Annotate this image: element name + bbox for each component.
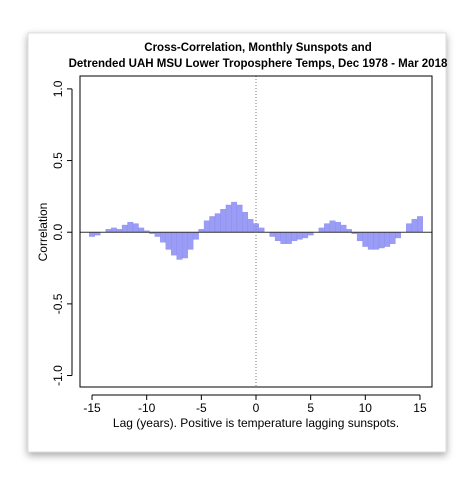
y-tick-label: -1.0 xyxy=(51,365,65,386)
bar xyxy=(406,223,412,233)
bar xyxy=(220,209,227,233)
bar xyxy=(182,232,188,259)
x-tick-label: 15 xyxy=(413,401,427,415)
bar xyxy=(225,204,232,233)
bar xyxy=(329,220,336,233)
bar xyxy=(302,232,309,239)
x-tick-label: -10 xyxy=(138,401,156,415)
bar xyxy=(231,201,238,233)
bar xyxy=(296,232,303,240)
bar xyxy=(335,221,341,233)
bar xyxy=(127,221,134,233)
bar xyxy=(253,223,259,233)
bar xyxy=(367,232,374,250)
bar xyxy=(378,232,385,249)
x-tick-label: 0 xyxy=(253,401,260,415)
bar xyxy=(384,232,391,247)
bar xyxy=(269,232,276,237)
bar xyxy=(395,232,402,239)
bar xyxy=(389,232,396,244)
bar xyxy=(154,232,161,237)
bar xyxy=(258,227,265,233)
x-tick-label: -5 xyxy=(196,401,207,415)
bar xyxy=(318,227,325,233)
bar xyxy=(203,220,210,233)
x-axis-title: Lag (years). Positive is temperature lag… xyxy=(113,416,399,430)
y-tick-label: 1.0 xyxy=(51,80,65,97)
bar xyxy=(411,219,418,233)
bar xyxy=(247,219,254,233)
y-axis-title: Correlation xyxy=(36,203,50,262)
bar xyxy=(280,232,287,244)
bar xyxy=(187,232,194,250)
bar xyxy=(340,224,347,233)
y-tick-label: -0.5 xyxy=(51,293,65,314)
bar xyxy=(285,232,292,244)
y-tick-label: 0.0 xyxy=(51,224,65,241)
bar xyxy=(274,232,281,242)
bar xyxy=(324,223,330,233)
bar xyxy=(209,216,216,233)
bar xyxy=(138,227,145,233)
bar xyxy=(236,204,243,233)
bar xyxy=(417,216,423,233)
bar xyxy=(89,232,95,237)
bar xyxy=(192,232,199,240)
bar xyxy=(176,232,183,260)
bar xyxy=(132,223,139,233)
bar xyxy=(160,232,167,243)
x-tick-label: -15 xyxy=(83,401,101,415)
bar xyxy=(242,211,249,233)
bar xyxy=(373,232,380,250)
bar xyxy=(356,232,363,242)
bar xyxy=(291,232,298,242)
x-tick-label: 5 xyxy=(307,401,314,415)
bar xyxy=(121,224,128,233)
y-tick-label: 0.5 xyxy=(51,152,65,169)
bar xyxy=(362,232,369,247)
chart-title: Cross-Correlation, Monthly Sunspots and xyxy=(144,42,371,54)
plot-frame xyxy=(79,75,433,388)
chart-title: Detrended UAH MSU Lower Troposphere Temp… xyxy=(69,58,448,70)
bar xyxy=(110,227,117,233)
x-tick-label: 10 xyxy=(359,401,373,415)
bar xyxy=(171,232,177,256)
bar xyxy=(165,232,172,250)
bar xyxy=(214,213,221,233)
